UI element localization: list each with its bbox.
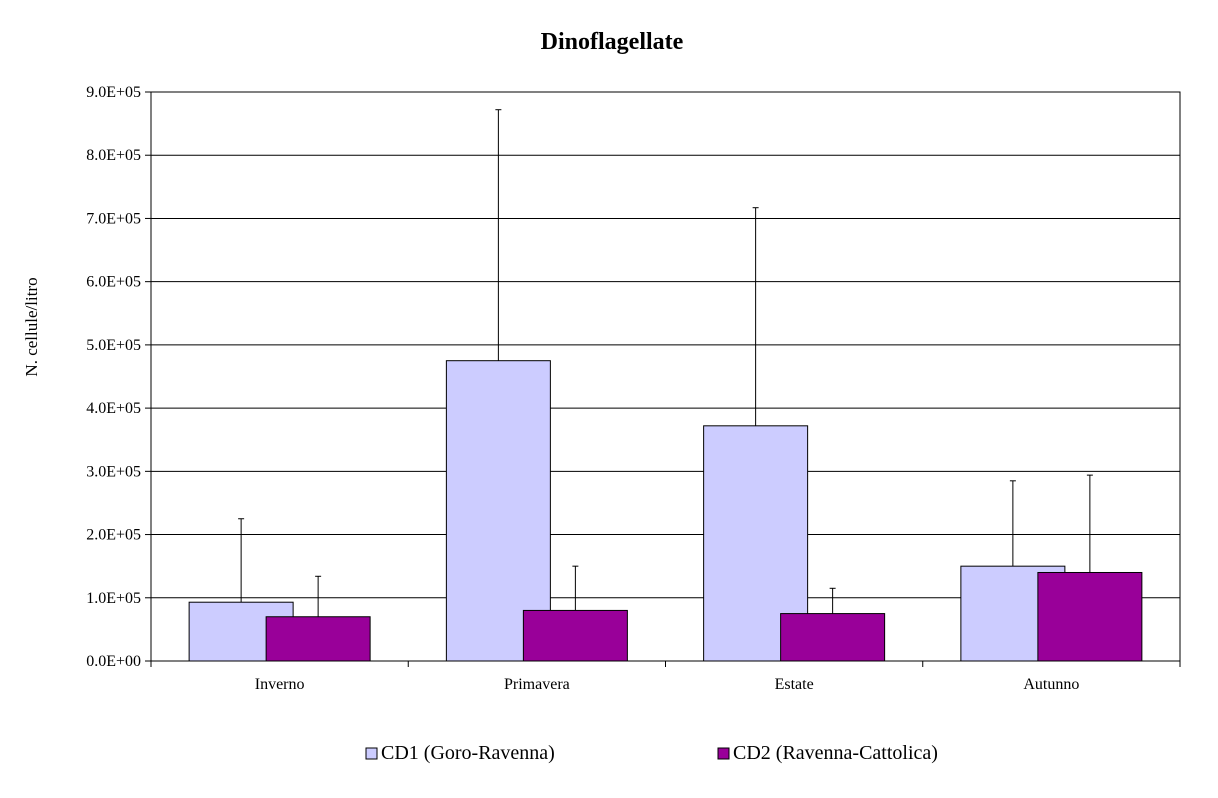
y-tick-label: 2.0E+05 (86, 527, 141, 544)
legend-label: CD1 (Goro-Ravenna) (381, 742, 555, 764)
y-tick-label: 5.0E+05 (86, 337, 141, 354)
y-tick-label: 0.0E+00 (86, 653, 141, 670)
error-bars (238, 109, 1093, 617)
y-tick-label: 8.0E+05 (86, 147, 141, 164)
x-tick-label: Autunno (1023, 676, 1079, 693)
x-tick-label: Primavera (504, 676, 570, 693)
y-tick-label: 9.0E+05 (86, 84, 141, 101)
legend-swatch (365, 747, 378, 760)
legend-label: CD2 (Ravenna-Cattolica) (733, 742, 938, 764)
x-tick-label: Inverno (255, 676, 305, 693)
axes (145, 91, 1181, 667)
bars (188, 360, 1143, 662)
legend: CD1 (Goro-Ravenna) CD2 (Ravenna-Cattolica… (365, 742, 938, 764)
y-tick-label: 1.0E+05 (86, 590, 141, 607)
x-tick-label: Estate (775, 676, 814, 693)
y-tick-label: 6.0E+05 (86, 274, 141, 291)
bar (522, 609, 628, 662)
tick-labels: 0.0E+00 1.0E+05 2.0E+05 3.0E+05 4.0E+05 5.0E+… (86, 84, 1079, 693)
bar (1037, 571, 1143, 662)
bar (265, 616, 371, 662)
y-tick-label: 3.0E+05 (86, 463, 141, 480)
y-tick-label: 7.0E+05 (86, 210, 141, 227)
legend-swatch (717, 747, 730, 760)
chart-title: Dinoflagellate (541, 29, 684, 55)
y-axis-label: N. cellule/litro (22, 277, 41, 376)
bar (780, 613, 886, 662)
y-tick-label: 4.0E+05 (86, 400, 141, 417)
